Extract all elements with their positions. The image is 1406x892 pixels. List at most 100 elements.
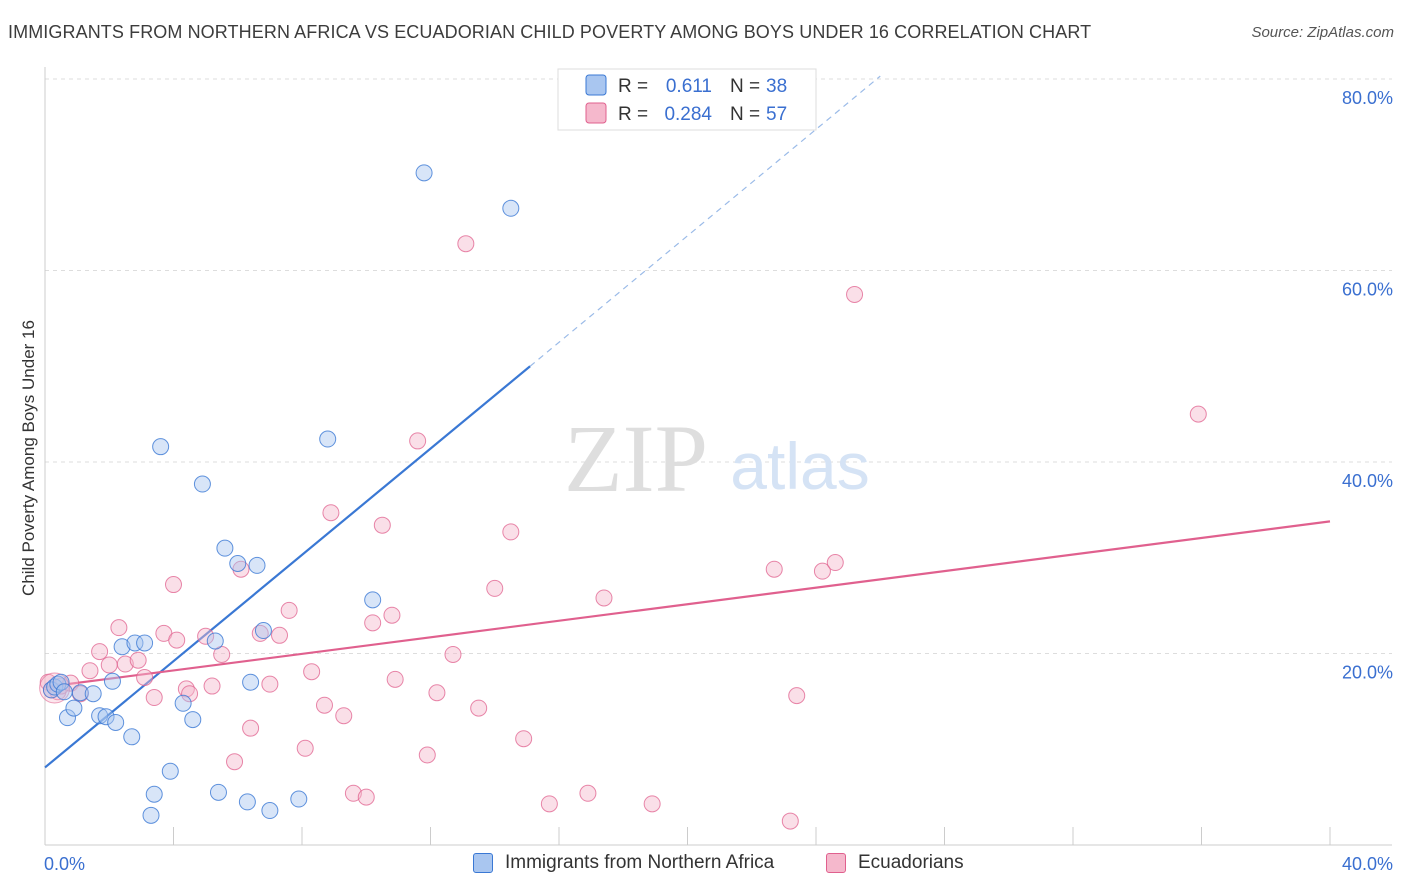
immigrant-point-31 [254,622,272,640]
ecuadorian-point-10 [116,655,134,673]
legend-n-value-1: 38 [766,76,787,97]
immigrant-point-5 [58,709,76,727]
ecuadorian-point-51 [595,589,613,607]
immigrant-point-34 [319,430,337,448]
chart-title: IMMIGRANTS FROM NORTHERN AFRICA VS ECUAD… [8,22,1092,42]
ecuadorian-point-59 [1189,405,1207,423]
legend-swatch-immigrants [473,853,493,873]
legend-swatch-ecuadorians [826,853,846,873]
ecuadorian-point-41 [418,746,436,764]
immigrant-point-15 [126,634,144,652]
ecuadorian-point-53 [765,560,783,578]
ecuadorian-point-16 [168,631,186,649]
immigrant-point-6 [65,699,83,717]
watermark: ZIP atlas [564,405,870,512]
ecuadorian-point-46 [486,579,504,597]
immigrant-point-3 [52,673,70,691]
ecuadorian-point-19 [197,627,215,645]
ecuadorian-point-40 [409,432,427,450]
ecuadorian-point-13 [145,689,163,707]
ecuadorian-point-6 [81,662,99,680]
watermark-atlas: atlas [730,429,869,503]
ecuadorian-point-38 [383,606,401,624]
ecuadorian-point-34 [344,784,362,802]
immigrant-point-9 [91,707,109,725]
immigrant-point-12 [107,713,125,731]
tick-labels: 20.0% 40.0% 60.0% 80.0% 0.0% 40.0% [44,88,1393,874]
ecuadorian-point-18 [181,685,199,703]
legend-top: R = 0.611 N = 38 R = 0.284 N = 57 [557,68,817,131]
immigrant-point-8 [84,685,102,703]
ecuadorian-point-28 [280,601,298,619]
ecuadorian-point-44 [457,235,475,253]
legend-item-immigrants: Immigrants from Northern Africa [473,852,774,874]
ecuadorian-point-22 [226,753,244,771]
immigrant-point-25 [209,783,227,801]
immigrant-point-33 [290,790,308,808]
legend-label-immigrants: Immigrants from Northern Africa [505,852,775,873]
x-tick-label-end: 40.0% [1342,854,1393,874]
legend-swatch-pink [585,102,607,124]
immigrant-point-18 [145,785,163,803]
ecuadorian-point-47 [502,523,520,541]
immigrant-point-21 [174,694,192,712]
legend-n-label-2: N = [730,104,760,125]
immigrant-point-23 [193,475,211,493]
ecuadorian-point-9 [110,619,128,637]
legend-n-value-2: 57 [766,104,787,125]
ecuadorian-point-55 [788,687,806,705]
immigrant-point-24 [206,632,224,650]
ecuadorian-point-12 [136,668,154,686]
immigrant-point-32 [261,802,279,820]
y-tick-label-60: 60.0% [1342,280,1393,300]
trend-line-immigrants [44,365,531,769]
immigrant-point-17 [142,806,160,824]
immigrants-points [42,164,520,824]
ecuadorian-point-30 [303,663,321,681]
immigrant-point-20 [161,762,179,780]
trend-lines [44,75,1331,769]
legend-label-ecuadorians: Ecuadorians [858,852,964,873]
immigrant-point-26 [216,539,234,557]
ecuadorian-point-8 [100,656,118,674]
axes [44,67,1392,846]
ecuadorian-point-33 [335,707,353,725]
trend-line-ecuadorians [44,520,1331,689]
immigrant-point-35 [364,591,382,609]
ecuadorian-point-31 [315,696,333,714]
ecuadorian-point-43 [444,645,462,663]
immigrant-point-13 [113,638,131,656]
immigrant-point-11 [103,672,121,690]
y-tick-label-20: 20.0% [1342,663,1393,683]
immigrant-point-27 [229,554,247,572]
immigrant-point-29 [242,673,260,691]
immigrant-point-30 [248,556,266,574]
ecuadorian-point-56 [813,562,831,580]
ecuadorian-point-57 [826,554,844,572]
ecuadorian-point-58 [846,285,864,303]
gridlines [45,78,1392,654]
ecuadorian-point-50 [579,784,597,802]
ecuadorian-point-32 [322,504,340,522]
legend-r-label-1: R = [618,76,648,97]
ecuadorian-point-29 [296,739,314,757]
ecuadorian-point-11 [129,651,147,669]
ecuadorian-point-48 [515,730,533,748]
immigrant-point-28 [238,793,256,811]
ecuadorian-point-26 [261,675,279,693]
ecuadorian-point-25 [251,624,269,642]
immigrant-point-22 [184,711,202,729]
ecuadorian-point-36 [364,614,382,632]
ecuadorian-point-35 [357,788,375,806]
ecuadorian-point-17 [177,680,195,698]
ecuadorians-points [39,235,1207,830]
ecuadorian-point-39 [386,670,404,688]
ecuadorian-point-15 [165,576,182,594]
legend-r-value-1: 0.611 [666,76,712,97]
ecuadorian-point-42 [428,684,446,702]
ecuadorian-point-27 [271,626,289,644]
watermark-zip: ZIP [564,405,708,512]
legend-r-value-2: 0.284 [664,104,712,125]
trend-line-immigrants-extension [529,75,881,367]
